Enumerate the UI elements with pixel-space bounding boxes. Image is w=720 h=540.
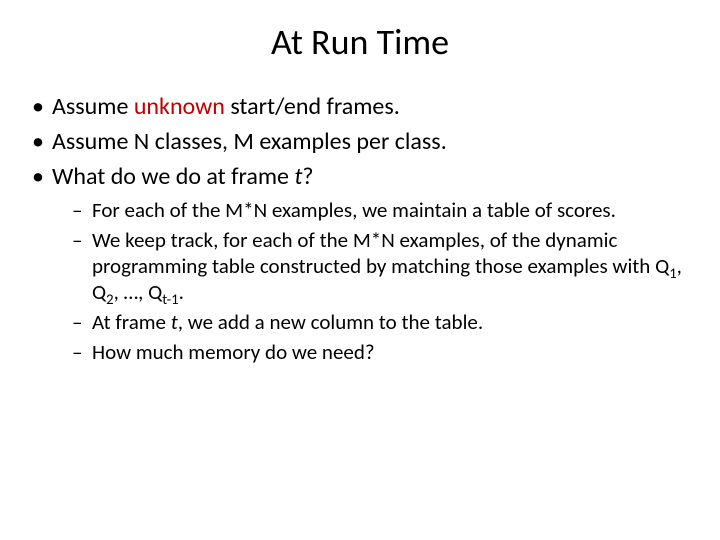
sub-2-a: We keep track, for each of the M*N examp…: [92, 227, 669, 279]
sub-4: How much memory do we need?: [72, 339, 690, 365]
sub-3-t: t: [171, 309, 178, 335]
sub-2-d: .: [179, 279, 184, 305]
slide-title: At Run Time: [30, 20, 690, 64]
sub-2-sub3: t-1: [162, 290, 178, 308]
bullet-1-unknown: unknown: [134, 92, 225, 121]
bullet-1: Assume unknown start/end frames.: [30, 92, 690, 121]
sub-3-b: , we add a new column to the table.: [178, 309, 483, 335]
sub-3: At frame t, we add a new column to the t…: [72, 309, 690, 335]
slide: At Run Time Assume unknown start/end fra…: [0, 0, 720, 540]
bullet-3-b: ?: [302, 162, 313, 191]
sub-1: For each of the M*N examples, we maintai…: [72, 197, 690, 223]
sub-3-a: At frame: [92, 309, 171, 335]
sub-2-sub1: 1: [669, 264, 676, 282]
bullet-1-b: start/end frames.: [225, 92, 400, 121]
bullet-3: What do we do at frame t? For each of th…: [30, 162, 690, 365]
sub-2-c: , …, Q: [114, 279, 163, 305]
bullet-list: Assume unknown start/end frames. Assume …: [30, 92, 690, 365]
bullet-2: Assume N classes, M examples per class.: [30, 127, 690, 156]
bullet-1-a: Assume: [52, 92, 134, 121]
sub-2-sub2: 2: [106, 290, 113, 308]
sub-2: We keep track, for each of the M*N examp…: [72, 227, 690, 305]
sub-bullet-list: For each of the M*N examples, we maintai…: [52, 197, 690, 365]
bullet-3-a: What do we do at frame: [52, 162, 294, 191]
